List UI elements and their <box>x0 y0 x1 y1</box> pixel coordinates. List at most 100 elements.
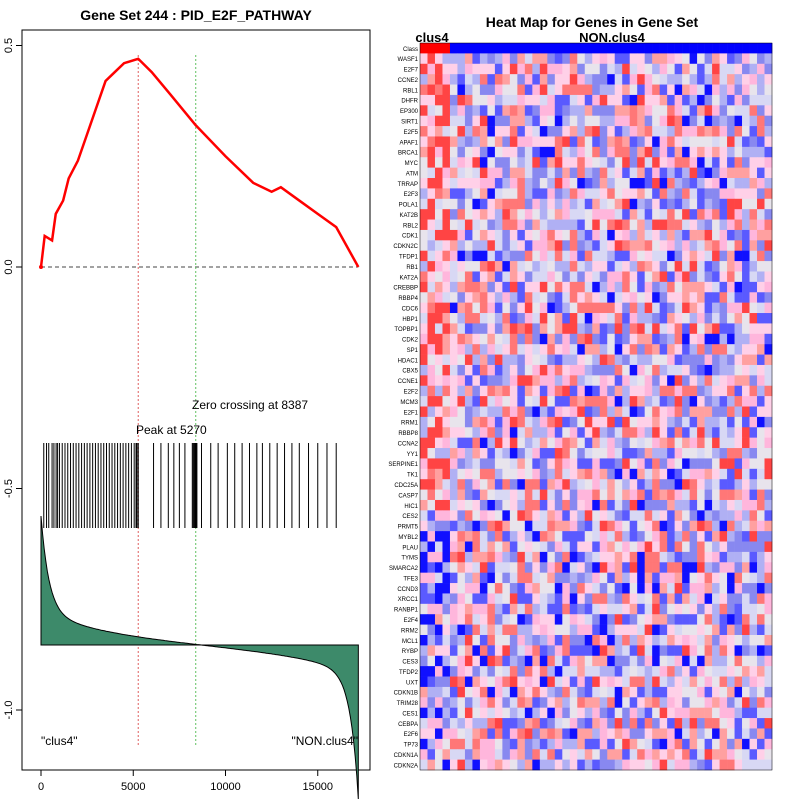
heatmap-cell <box>667 271 675 283</box>
heatmap-cell <box>584 614 593 625</box>
heatmap-cell <box>659 375 668 387</box>
heatmap-cell <box>734 209 743 220</box>
heatmap-cell <box>517 333 526 345</box>
heatmap-cell <box>689 302 698 314</box>
heatmap-cell <box>622 406 631 418</box>
heatmap-cell <box>457 759 466 771</box>
heatmap-cell <box>667 562 675 573</box>
heatmap-cell <box>712 416 720 428</box>
heatmap-cell <box>682 655 690 667</box>
class-cell <box>599 43 608 54</box>
heatmap-cell <box>457 603 466 615</box>
heatmap-cell <box>420 396 428 407</box>
heatmap-cell <box>577 302 586 314</box>
heatmap-cell <box>569 94 578 106</box>
heatmap-cell <box>449 510 458 522</box>
heatmap-cell <box>712 240 720 252</box>
heatmap-cell <box>487 749 496 760</box>
heatmap-cell <box>434 115 443 127</box>
heatmap-cell <box>764 136 773 148</box>
heatmap-cell <box>599 354 608 366</box>
row-label-e2f5: E2F5 <box>404 130 419 136</box>
heatmap-cell <box>682 468 690 480</box>
heatmap-cell <box>704 759 713 771</box>
heatmap-cell <box>554 479 563 490</box>
heatmap-cell <box>562 261 571 272</box>
heatmap-cell <box>562 313 571 324</box>
heatmap-cell <box>607 396 616 407</box>
heatmap-cell <box>547 63 556 75</box>
heatmap-cell <box>764 178 773 189</box>
heatmap-cell <box>674 634 683 646</box>
heatmap-cell <box>682 74 690 85</box>
heatmap-cell <box>629 551 638 563</box>
heatmap-cell <box>697 198 705 210</box>
heatmap-cell <box>562 634 571 646</box>
heatmap-cell <box>764 603 773 615</box>
heatmap-cell <box>659 281 668 293</box>
heatmap-cell <box>629 645 638 657</box>
heatmap-cell <box>629 572 638 584</box>
heatmap-cell <box>614 406 623 418</box>
heatmap-cell <box>420 240 428 252</box>
heatmap-cell <box>659 593 668 605</box>
heatmap-cell <box>554 94 563 106</box>
heatmap-title: Heat Map for Genes in Gene Set <box>486 14 699 30</box>
heatmap-cell <box>592 645 601 657</box>
heatmap-cell <box>479 510 488 522</box>
heatmap-cell <box>689 198 698 210</box>
heatmap-cell <box>659 634 668 646</box>
heatmap-cell <box>607 126 616 137</box>
heatmap-cell <box>697 84 705 96</box>
heatmap-cell <box>464 333 473 345</box>
heatmap-cell <box>517 344 526 355</box>
heatmap-cell <box>644 229 653 241</box>
heatmap-cell <box>532 375 541 387</box>
heatmap-cell <box>532 427 541 438</box>
heatmap-cell <box>667 375 675 387</box>
heatmap-cell <box>532 115 541 127</box>
heatmap-cell <box>712 94 720 106</box>
heatmap-cell <box>577 427 586 438</box>
heatmap-cell <box>472 261 481 272</box>
heatmap-cell <box>592 728 601 740</box>
heatmap-cell <box>697 188 705 200</box>
heatmap-cell <box>644 63 653 75</box>
heatmap-cell <box>607 364 616 376</box>
heatmap-cell <box>524 84 533 96</box>
heatmap-cell <box>449 583 458 594</box>
heatmap-cell <box>457 157 466 168</box>
heatmap-cell <box>712 697 720 708</box>
heatmap-cell <box>532 53 541 65</box>
heatmap-cell <box>719 313 728 324</box>
heatmap-cell <box>652 396 660 407</box>
heatmap-cell <box>592 749 601 760</box>
heatmap-cell <box>472 157 481 168</box>
heatmap-cell <box>637 323 645 335</box>
heatmap-cell <box>622 229 631 241</box>
heatmap-cell <box>539 499 548 511</box>
heatmap-cell <box>494 198 503 210</box>
heatmap-cell <box>682 178 690 189</box>
heatmap-cell <box>719 250 728 262</box>
heatmap-cell <box>644 499 653 511</box>
heatmap-cell <box>749 718 758 729</box>
heatmap-cell <box>734 240 743 252</box>
heatmap-cell <box>547 520 556 532</box>
heatmap-cell <box>517 178 526 189</box>
heatmap-cell <box>442 583 451 594</box>
heatmap-cell <box>689 437 698 449</box>
heatmap-cell <box>577 520 586 532</box>
row-label-cdc6: CDC6 <box>402 306 419 312</box>
heatmap-cell <box>622 458 631 470</box>
heatmap-cell <box>524 281 533 293</box>
heatmap-cell <box>592 479 601 490</box>
heatmap-cell <box>464 551 473 563</box>
heatmap-cell <box>449 271 458 283</box>
heatmap-cell <box>592 219 601 231</box>
heatmap-cell <box>539 74 548 85</box>
heatmap-cell <box>547 686 556 698</box>
heatmap-cell <box>614 645 623 657</box>
heatmap-cell <box>659 427 668 438</box>
heatmap-cell <box>727 458 735 470</box>
